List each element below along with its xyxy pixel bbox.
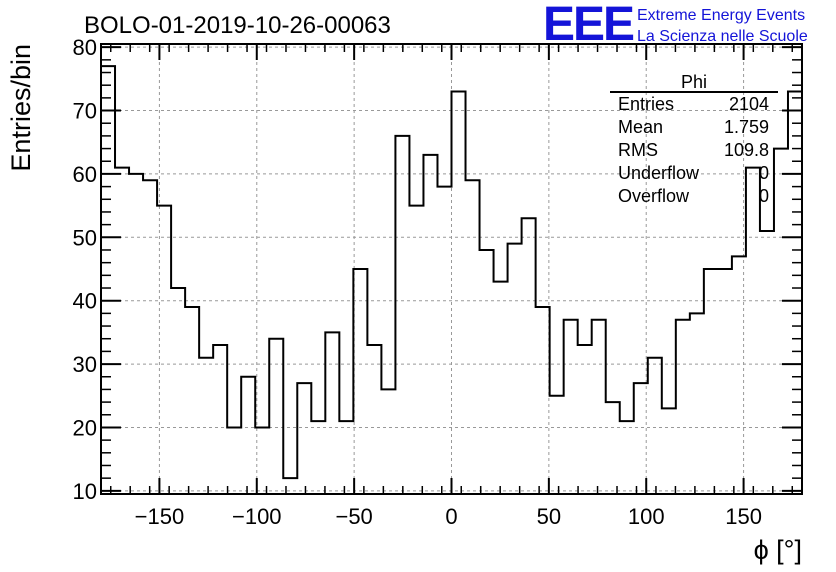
stats-row-label: Underflow xyxy=(618,163,700,183)
x-tick-label: −150 xyxy=(135,504,185,529)
brand-line-2: La Scienza nelle Scuole xyxy=(637,28,808,45)
x-tick-label: −50 xyxy=(335,504,372,529)
stats-rows: Entries 2104 Mean 1.759 RMS 109.8 Underflow 0 Ov… xyxy=(618,94,769,206)
x-axis-label: ϕ [°] xyxy=(754,535,802,565)
y-tick-label: 30 xyxy=(73,352,97,377)
x-tick-label: 50 xyxy=(537,504,561,529)
stats-row-label: RMS xyxy=(618,140,658,160)
x-tick-label: 100 xyxy=(628,504,665,529)
stats-title: Phi xyxy=(681,72,707,92)
x-tick-label: 150 xyxy=(725,504,762,529)
stats-row-value: 0 xyxy=(759,186,769,206)
x-tick-label: 0 xyxy=(445,504,457,529)
tick-labels: −150 −100 −50 0 50 100 150 10 20 30 40 50 60 70 80 xyxy=(73,35,762,529)
y-axis-label: Entries/bin xyxy=(6,44,36,172)
y-tick-label: 80 xyxy=(73,35,97,60)
stats-row-label: Overflow xyxy=(618,186,690,206)
eee-logo: EEE Extreme Energy Events La Scienza nel… xyxy=(543,0,808,51)
stats-row-value: 0 xyxy=(759,163,769,183)
stats-row-label: Mean xyxy=(618,117,663,137)
brand-line-1: Extreme Energy Events xyxy=(637,7,805,24)
eee-logo-text: EEE xyxy=(543,0,634,51)
y-tick-label: 70 xyxy=(73,99,97,124)
statistics-box: Phi Entries 2104 Mean 1.759 RMS 109.8 Underflo… xyxy=(610,72,778,206)
y-tick-label: 60 xyxy=(73,162,97,187)
x-tick-label: −100 xyxy=(232,504,282,529)
stats-row-value: 2104 xyxy=(729,94,769,114)
stats-row-value: 109.8 xyxy=(724,140,769,160)
axis-ticks xyxy=(101,44,802,494)
y-tick-label: 40 xyxy=(73,289,97,314)
y-tick-label: 50 xyxy=(73,225,97,250)
chart-title: BOLO-01-2019-10-26-00063 xyxy=(84,12,391,39)
y-tick-label: 20 xyxy=(73,415,97,440)
stats-row-value: 1.759 xyxy=(724,117,769,137)
stats-row-label: Entries xyxy=(618,94,674,114)
histogram-outline xyxy=(101,65,802,480)
y-tick-label: 10 xyxy=(73,479,97,504)
